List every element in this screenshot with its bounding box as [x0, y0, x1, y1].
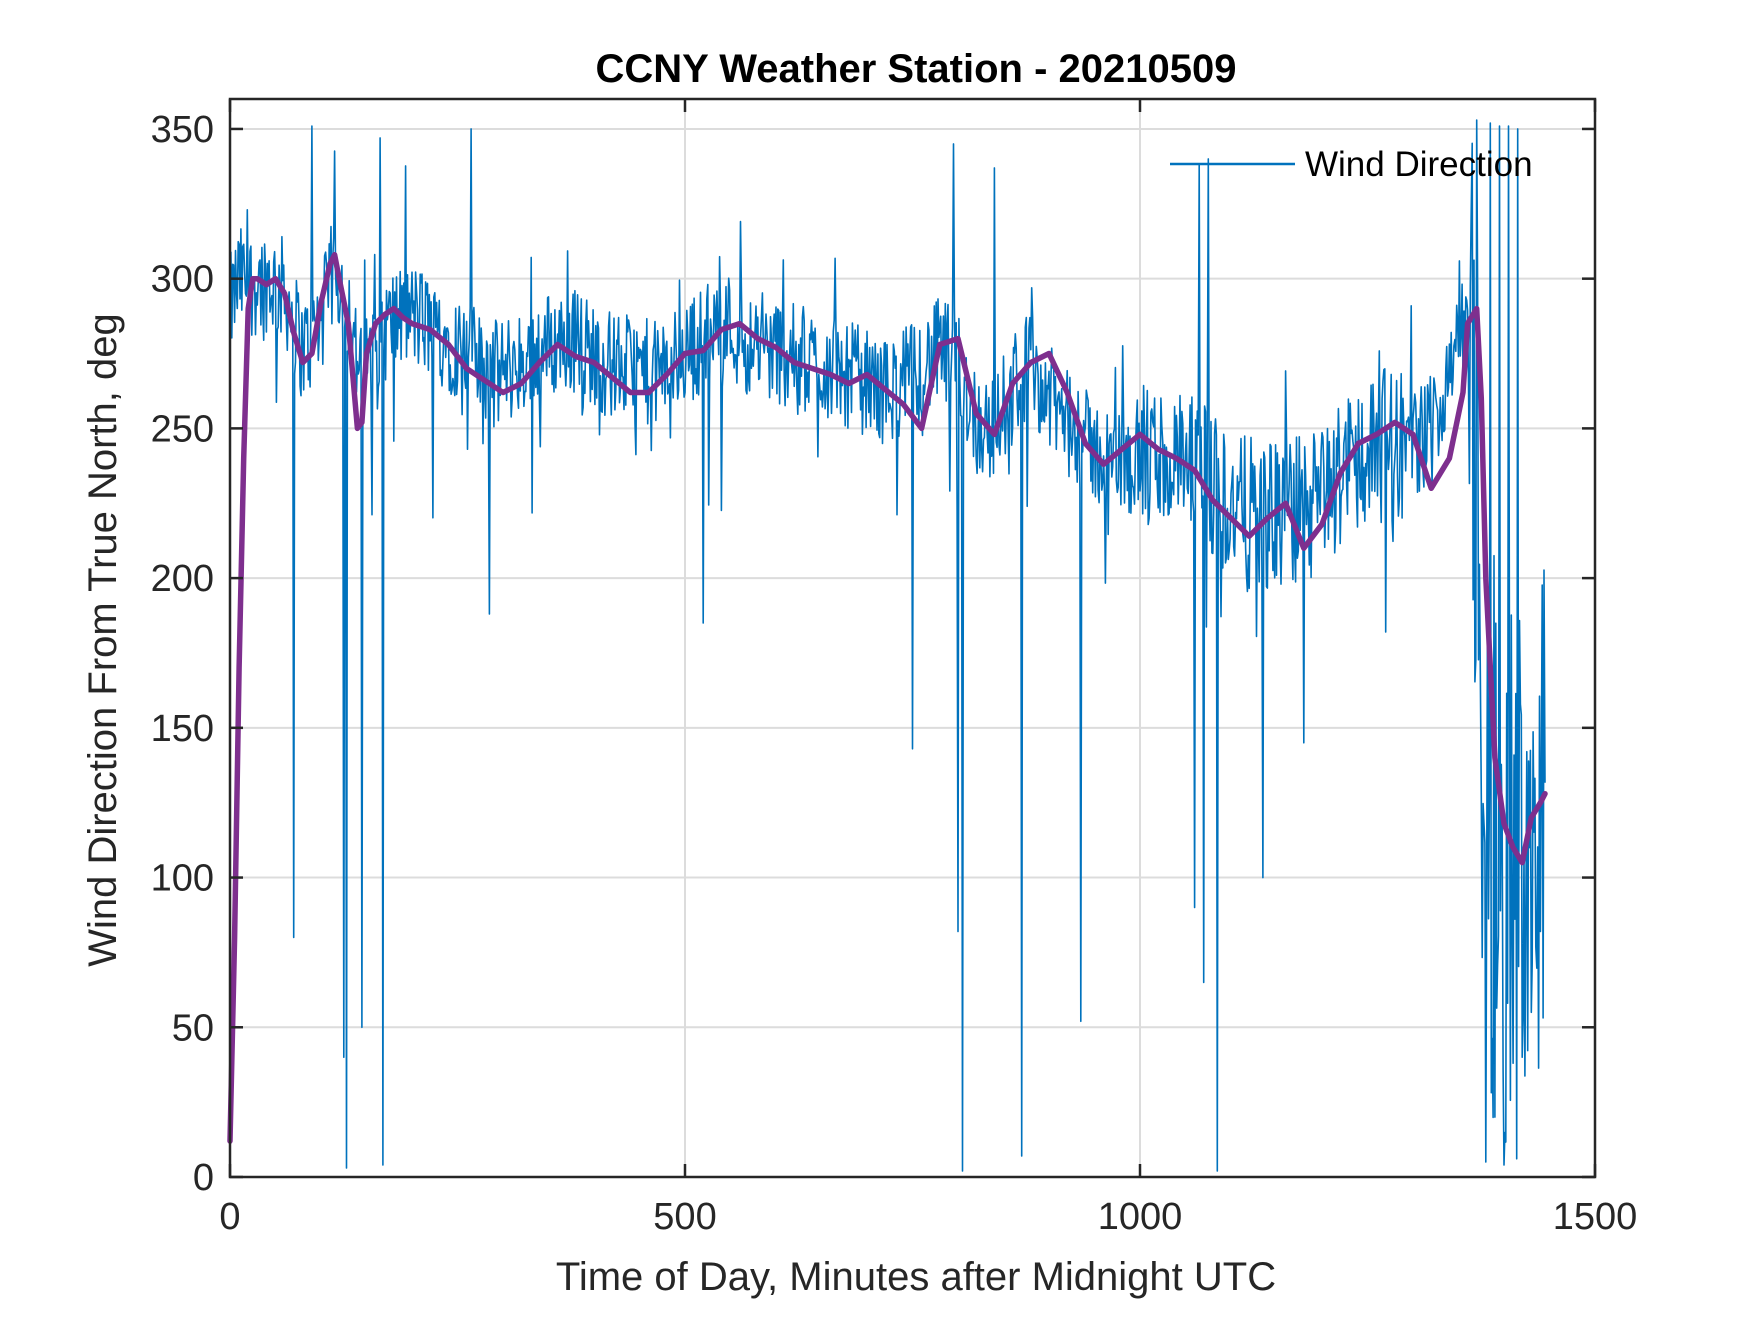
plot-series [227, 119, 1548, 1172]
y-tick-label: 150 [151, 708, 214, 750]
y-axis-label: Wind Direction From True North, deg [81, 313, 125, 967]
y-tick-label: 200 [151, 558, 214, 600]
legend: Wind Direction [1170, 145, 1533, 184]
y-tick-label: 100 [151, 858, 214, 900]
axes [228, 97, 1597, 1179]
x-tick-label: 1000 [1098, 1196, 1183, 1238]
x-axis-label: Time of Day, Minutes after Midnight UTC [556, 1255, 1276, 1299]
y-tick-label: 350 [151, 109, 214, 151]
y-tick-label: 250 [151, 408, 214, 450]
y-tick-label: 0 [193, 1157, 214, 1199]
x-tick-label: 500 [653, 1196, 716, 1238]
x-tick-label: 1500 [1553, 1196, 1638, 1238]
series-line-running-average [227, 251, 1548, 1144]
y-tick-label: 50 [172, 1007, 214, 1049]
x-tick-label: 0 [219, 1196, 240, 1238]
legend-label-wind-direction: Wind Direction [1305, 145, 1533, 184]
tick-labels: 0 500 1000 1500 0 50 100 150 200 250 300 350 [151, 109, 1638, 1238]
chart-title: CCNY Weather Station - 20210509 [596, 47, 1237, 91]
axes-box [228, 97, 1597, 1179]
series-line-wind-direction [229, 119, 1546, 1172]
y-tick-label: 300 [151, 259, 214, 301]
